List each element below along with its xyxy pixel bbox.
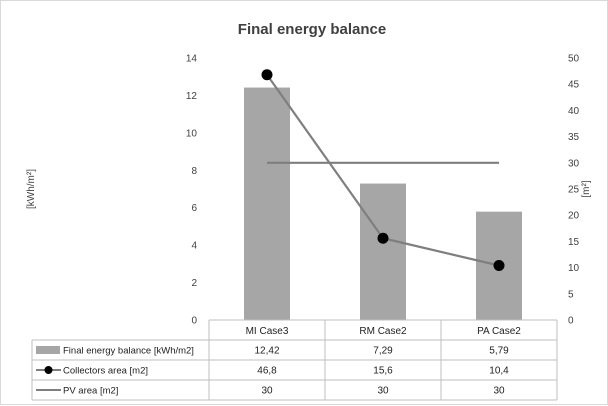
y-left-tick-label: 8 bbox=[191, 166, 197, 177]
axes-layer: 0 2 4 6 8 10 12 14 0 5 10 15 20 25 30 35 40 45 50 bbox=[186, 54, 580, 327]
legend-key-marker bbox=[44, 366, 53, 374]
category-label: MI Case3 bbox=[246, 326, 289, 337]
table-cell-value: 12,42 bbox=[254, 346, 279, 357]
table-cell-value: 46,8 bbox=[257, 366, 277, 377]
y-right-tick-label: 0 bbox=[568, 316, 574, 327]
category-label: RM Case2 bbox=[359, 326, 407, 337]
category-label: PA Case2 bbox=[477, 326, 521, 337]
bar-final-energy-balance bbox=[360, 183, 406, 320]
marker-collectors-area bbox=[377, 232, 389, 244]
y-right-tick-label: 45 bbox=[568, 80, 580, 91]
legend-label: Final energy balance [kWh/m2] bbox=[63, 346, 194, 357]
table-cell-value: 5,79 bbox=[489, 346, 509, 357]
y-left-tick-label: 0 bbox=[191, 316, 197, 327]
y-left-tick-label: 14 bbox=[186, 54, 198, 65]
data-table: MI Case3 RM Case2 PA Case2 Final energy bal… bbox=[31, 319, 558, 401]
legend-label: PV area [m2] bbox=[63, 386, 118, 397]
bar-final-energy-balance bbox=[244, 87, 290, 320]
y-right-tick-label: 30 bbox=[568, 158, 580, 169]
y-right-tick-label: 50 bbox=[568, 54, 580, 65]
legend-label: Collectors area [m2] bbox=[63, 366, 148, 377]
y-axis-right-label: [m²] bbox=[581, 180, 592, 197]
table-cell-value: 7,29 bbox=[373, 346, 393, 357]
table-cell-value: 30 bbox=[493, 386, 505, 397]
y-left-tick-label: 4 bbox=[191, 241, 197, 252]
y-right-tick-label: 5 bbox=[568, 289, 574, 300]
y-left-tick-label: 10 bbox=[186, 128, 198, 139]
y-right-tick-label: 25 bbox=[568, 185, 580, 196]
table-cell-value: 15,6 bbox=[373, 366, 393, 377]
table-cell-value: 10,4 bbox=[489, 366, 509, 377]
legend-key-bar bbox=[36, 346, 60, 354]
marker-collectors-area bbox=[261, 69, 273, 81]
lines-layer bbox=[261, 69, 505, 272]
chart-title: Final energy balance bbox=[238, 21, 386, 38]
y-axis-left-label: [kWh/m²] bbox=[26, 169, 37, 209]
table-cell-value: 30 bbox=[377, 386, 389, 397]
y-right-tick-label: 35 bbox=[568, 132, 580, 143]
table-cell-value: 30 bbox=[261, 386, 273, 397]
y-left-tick-label: 12 bbox=[186, 91, 198, 102]
y-right-tick-label: 20 bbox=[568, 211, 580, 222]
y-right-tick-label: 40 bbox=[568, 106, 580, 117]
y-right-tick-label: 15 bbox=[568, 237, 580, 248]
y-left-tick-label: 6 bbox=[191, 203, 197, 214]
marker-collectors-area bbox=[493, 260, 505, 272]
y-right-tick-label: 10 bbox=[568, 263, 580, 274]
bars-layer bbox=[244, 87, 522, 320]
y-left-tick-label: 2 bbox=[191, 278, 197, 289]
